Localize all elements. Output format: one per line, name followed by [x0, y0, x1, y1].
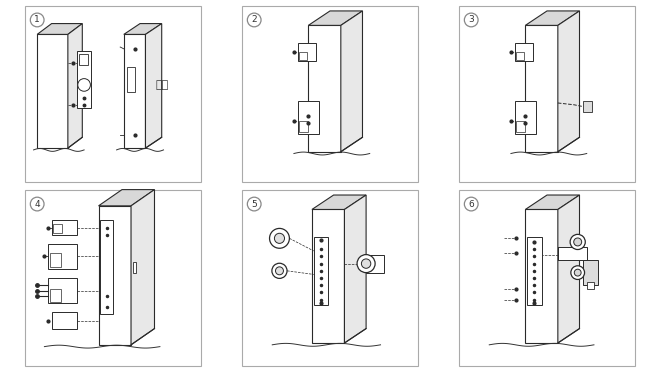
Circle shape: [465, 197, 478, 211]
Polygon shape: [558, 11, 579, 152]
Circle shape: [362, 259, 371, 268]
Bar: [79, 54, 88, 65]
Bar: [51, 220, 77, 235]
Polygon shape: [312, 209, 345, 343]
Polygon shape: [145, 23, 162, 148]
Polygon shape: [308, 25, 341, 152]
Polygon shape: [308, 11, 362, 25]
Bar: [77, 51, 91, 108]
Polygon shape: [525, 25, 558, 152]
Polygon shape: [131, 190, 154, 345]
Circle shape: [30, 197, 44, 211]
Bar: [583, 260, 597, 285]
Circle shape: [570, 234, 585, 250]
Bar: [133, 262, 137, 273]
Polygon shape: [68, 23, 82, 148]
Polygon shape: [525, 11, 579, 25]
Circle shape: [574, 238, 581, 246]
Polygon shape: [124, 34, 145, 148]
Bar: [366, 254, 384, 273]
Text: 1: 1: [34, 16, 40, 25]
Text: 門扇: 門扇: [155, 80, 168, 90]
Bar: [50, 253, 61, 267]
Circle shape: [272, 263, 287, 278]
Circle shape: [574, 269, 581, 276]
Circle shape: [248, 13, 261, 27]
Text: 3: 3: [469, 16, 474, 25]
Circle shape: [269, 228, 289, 248]
Circle shape: [275, 233, 284, 243]
Bar: [516, 52, 523, 60]
Bar: [583, 101, 592, 112]
Circle shape: [248, 197, 261, 211]
Polygon shape: [37, 23, 82, 34]
Text: 5: 5: [251, 199, 257, 209]
Circle shape: [357, 254, 375, 273]
Polygon shape: [98, 190, 154, 206]
Bar: [127, 67, 135, 92]
Text: 2: 2: [251, 16, 257, 25]
Circle shape: [465, 13, 478, 27]
Polygon shape: [312, 195, 366, 209]
Bar: [51, 312, 77, 328]
Circle shape: [571, 266, 585, 279]
Polygon shape: [37, 34, 68, 148]
Bar: [298, 44, 315, 61]
Bar: [515, 44, 533, 61]
Polygon shape: [525, 195, 579, 209]
Bar: [298, 101, 319, 134]
Polygon shape: [558, 195, 579, 343]
Bar: [515, 101, 536, 134]
Bar: [516, 121, 525, 132]
Bar: [53, 224, 63, 233]
Bar: [100, 220, 113, 314]
Bar: [50, 289, 61, 301]
Polygon shape: [341, 11, 362, 152]
Bar: [48, 278, 77, 303]
Bar: [48, 244, 77, 269]
Bar: [558, 247, 587, 260]
Text: 6: 6: [469, 199, 474, 209]
Polygon shape: [98, 206, 131, 345]
Polygon shape: [525, 209, 558, 343]
Bar: [314, 237, 328, 305]
Text: 4: 4: [34, 199, 40, 209]
Circle shape: [30, 13, 44, 27]
Polygon shape: [345, 195, 366, 343]
Circle shape: [275, 267, 283, 275]
Circle shape: [78, 78, 90, 91]
Bar: [587, 282, 594, 289]
Polygon shape: [124, 23, 162, 34]
Bar: [300, 52, 306, 60]
Bar: [300, 121, 308, 132]
Bar: [527, 237, 542, 305]
